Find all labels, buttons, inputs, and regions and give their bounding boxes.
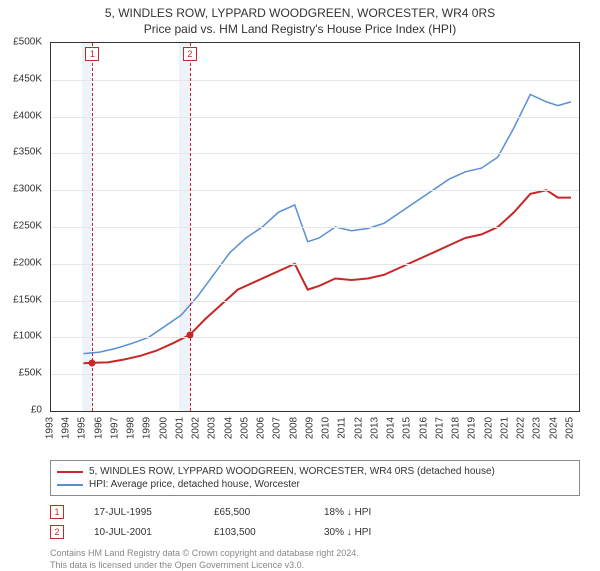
x-tick-label: 2021 — [499, 417, 510, 439]
x-tick-label: 2003 — [207, 417, 218, 439]
x-tick-label: 1998 — [126, 417, 137, 439]
legend-box: 5, WINDLES ROW, LYPPARD WOODGREEN, WORCE… — [50, 460, 580, 496]
sale-dot — [186, 331, 193, 338]
y-tick-label: £250K — [13, 221, 42, 232]
y-tick-label: £50K — [19, 368, 42, 379]
x-tick-label: 2001 — [174, 417, 185, 439]
x-tick-label: 2007 — [272, 417, 283, 439]
y-tick-label: £0 — [31, 405, 42, 416]
x-tick-label: 2019 — [467, 417, 478, 439]
legend-swatch — [57, 471, 83, 473]
legend-swatch — [57, 484, 83, 486]
x-tick-label: 2022 — [516, 417, 527, 439]
sale-row: 1 17-JUL-1995 £65,500 18% ↓ HPI — [50, 502, 580, 522]
x-tick-label: 2006 — [256, 417, 267, 439]
footer-line1: Contains HM Land Registry data © Crown c… — [50, 548, 580, 560]
sale-vline — [190, 43, 191, 411]
sale-date: 10-JUL-2001 — [94, 527, 184, 538]
x-tick-label: 1994 — [61, 417, 72, 439]
x-tick-label: 2009 — [304, 417, 315, 439]
legend-item: HPI: Average price, detached house, Worc… — [57, 478, 573, 491]
y-tick-label: £100K — [13, 331, 42, 342]
x-tick-label: 2020 — [483, 417, 494, 439]
legend-item: 5, WINDLES ROW, LYPPARD WOODGREEN, WORCE… — [57, 465, 573, 478]
legend-label: HPI: Average price, detached house, Worc… — [89, 479, 300, 490]
sale-dot — [89, 359, 96, 366]
x-tick-label: 1997 — [109, 417, 120, 439]
x-tick-label: 2005 — [239, 417, 250, 439]
plot-area: 12 — [50, 42, 580, 412]
x-axis-labels: 1993199419951996199719981999200020012002… — [50, 412, 580, 452]
x-tick-label: 2014 — [386, 417, 397, 439]
y-tick-label: £450K — [13, 73, 42, 84]
x-tick-label: 2023 — [532, 417, 543, 439]
sale-delta: 30% ↓ HPI — [324, 527, 371, 538]
y-axis-labels: £0£50K£100K£150K£200K£250K£300K£350K£400… — [0, 42, 46, 412]
x-tick-label: 1995 — [77, 417, 88, 439]
y-tick-label: £200K — [13, 257, 42, 268]
sale-price: £103,500 — [214, 527, 294, 538]
x-tick-label: 1993 — [45, 417, 56, 439]
chart-container: 5, WINDLES ROW, LYPPARD WOODGREEN, WORCE… — [0, 0, 600, 560]
x-tick-label: 2024 — [548, 417, 559, 439]
x-tick-label: 1999 — [142, 417, 153, 439]
chart-title-line2: Price paid vs. HM Land Registry's House … — [0, 20, 600, 42]
x-tick-label: 2016 — [418, 417, 429, 439]
x-tick-label: 2000 — [158, 417, 169, 439]
x-tick-label: 2010 — [321, 417, 332, 439]
sales-table: 1 17-JUL-1995 £65,500 18% ↓ HPI 2 10-JUL-2001… — [50, 502, 580, 542]
x-tick-label: 2004 — [223, 417, 234, 439]
x-tick-label: 2018 — [451, 417, 462, 439]
x-tick-label: 2015 — [402, 417, 413, 439]
y-tick-label: £400K — [13, 110, 42, 121]
x-tick-label: 2008 — [288, 417, 299, 439]
sale-price: £65,500 — [214, 507, 294, 518]
footer-line2: This data is licensed under the Open Gov… — [50, 560, 580, 571]
sale-date: 17-JUL-1995 — [94, 507, 184, 518]
x-tick-label: 1996 — [93, 417, 104, 439]
chart-title-line1: 5, WINDLES ROW, LYPPARD WOODGREEN, WORCE… — [0, 0, 600, 20]
x-tick-label: 2011 — [337, 417, 348, 439]
sale-row-marker: 1 — [50, 505, 64, 519]
x-tick-label: 2025 — [564, 417, 575, 439]
legend-label: 5, WINDLES ROW, LYPPARD WOODGREEN, WORCE… — [89, 466, 495, 477]
x-tick-label: 2012 — [353, 417, 364, 439]
sale-row: 2 10-JUL-2001 £103,500 30% ↓ HPI — [50, 522, 580, 542]
sale-vline — [92, 43, 93, 411]
series-hpi — [84, 95, 571, 354]
x-tick-label: 2017 — [434, 417, 445, 439]
y-tick-label: £150K — [13, 294, 42, 305]
sale-delta: 18% ↓ HPI — [324, 507, 371, 518]
x-tick-label: 2002 — [191, 417, 202, 439]
y-tick-label: £500K — [13, 37, 42, 48]
x-tick-label: 2013 — [369, 417, 380, 439]
sale-marker-1: 1 — [85, 47, 99, 61]
sale-marker-2: 2 — [183, 47, 197, 61]
sale-row-marker: 2 — [50, 525, 64, 539]
y-tick-label: £350K — [13, 147, 42, 158]
y-tick-label: £300K — [13, 184, 42, 195]
